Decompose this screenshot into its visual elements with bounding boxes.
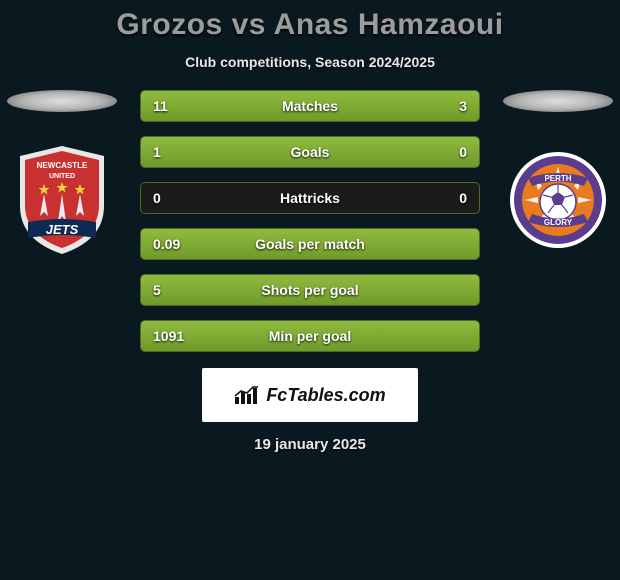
crest-top-text: NEWCASTLE bbox=[37, 161, 88, 170]
perth-glory-crest-icon: PERTH GLORY bbox=[508, 150, 608, 250]
stat-value-left: 5 bbox=[141, 282, 211, 298]
crest-band-text: JETS bbox=[46, 222, 79, 237]
stats-bars: 11Matches31Goals00Hattricks00.09Goals pe… bbox=[140, 90, 480, 352]
crest-ribbon-top: PERTH bbox=[544, 174, 571, 183]
newcastle-jets-crest-icon: NEWCASTLE UNITED JETS bbox=[14, 144, 110, 256]
stat-bar: 1Goals0 bbox=[140, 136, 480, 168]
comparison-subtitle: Club competitions, Season 2024/2025 bbox=[0, 54, 620, 70]
left-team-crest: NEWCASTLE UNITED JETS bbox=[12, 142, 112, 258]
stat-value-left: 1 bbox=[141, 144, 211, 160]
snapshot-date: 19 january 2025 bbox=[0, 436, 620, 453]
stat-bar: 1091Min per goal bbox=[140, 320, 480, 352]
player-silhouette-shadow bbox=[503, 90, 613, 112]
stat-label: Hattricks bbox=[211, 190, 409, 206]
stat-value-right: 3 bbox=[409, 98, 479, 114]
comparison-title: Grozos vs Anas Hamzaoui bbox=[0, 8, 620, 42]
stat-value-left: 0.09 bbox=[141, 236, 211, 252]
stat-value-left: 1091 bbox=[141, 328, 211, 344]
stat-label: Goals per match bbox=[211, 236, 409, 252]
right-team-crest: PERTH GLORY bbox=[508, 142, 608, 258]
stat-label: Min per goal bbox=[211, 328, 409, 344]
stat-bar: 5Shots per goal bbox=[140, 274, 480, 306]
stat-bar: 11Matches3 bbox=[140, 90, 480, 122]
stat-value-right: 0 bbox=[409, 190, 479, 206]
stat-label: Matches bbox=[211, 98, 409, 114]
brand-text: FcTables.com bbox=[266, 385, 385, 406]
stat-bar: 0.09Goals per match bbox=[140, 228, 480, 260]
stat-value-left: 11 bbox=[141, 98, 211, 114]
stat-label: Goals bbox=[211, 144, 409, 160]
brand-watermark: FcTables.com bbox=[202, 368, 418, 422]
player-silhouette-shadow bbox=[7, 90, 117, 112]
crest-mid-text: UNITED bbox=[49, 173, 75, 180]
stat-label: Shots per goal bbox=[211, 282, 409, 298]
stat-bar: 0Hattricks0 bbox=[140, 182, 480, 214]
crest-ribbon-bottom: GLORY bbox=[544, 218, 573, 227]
fctables-chart-icon bbox=[234, 385, 260, 405]
stat-value-right: 0 bbox=[409, 144, 479, 160]
stat-value-left: 0 bbox=[141, 190, 211, 206]
left-player-column: NEWCASTLE UNITED JETS bbox=[2, 90, 122, 258]
right-player-column: PERTH GLORY bbox=[498, 90, 618, 258]
